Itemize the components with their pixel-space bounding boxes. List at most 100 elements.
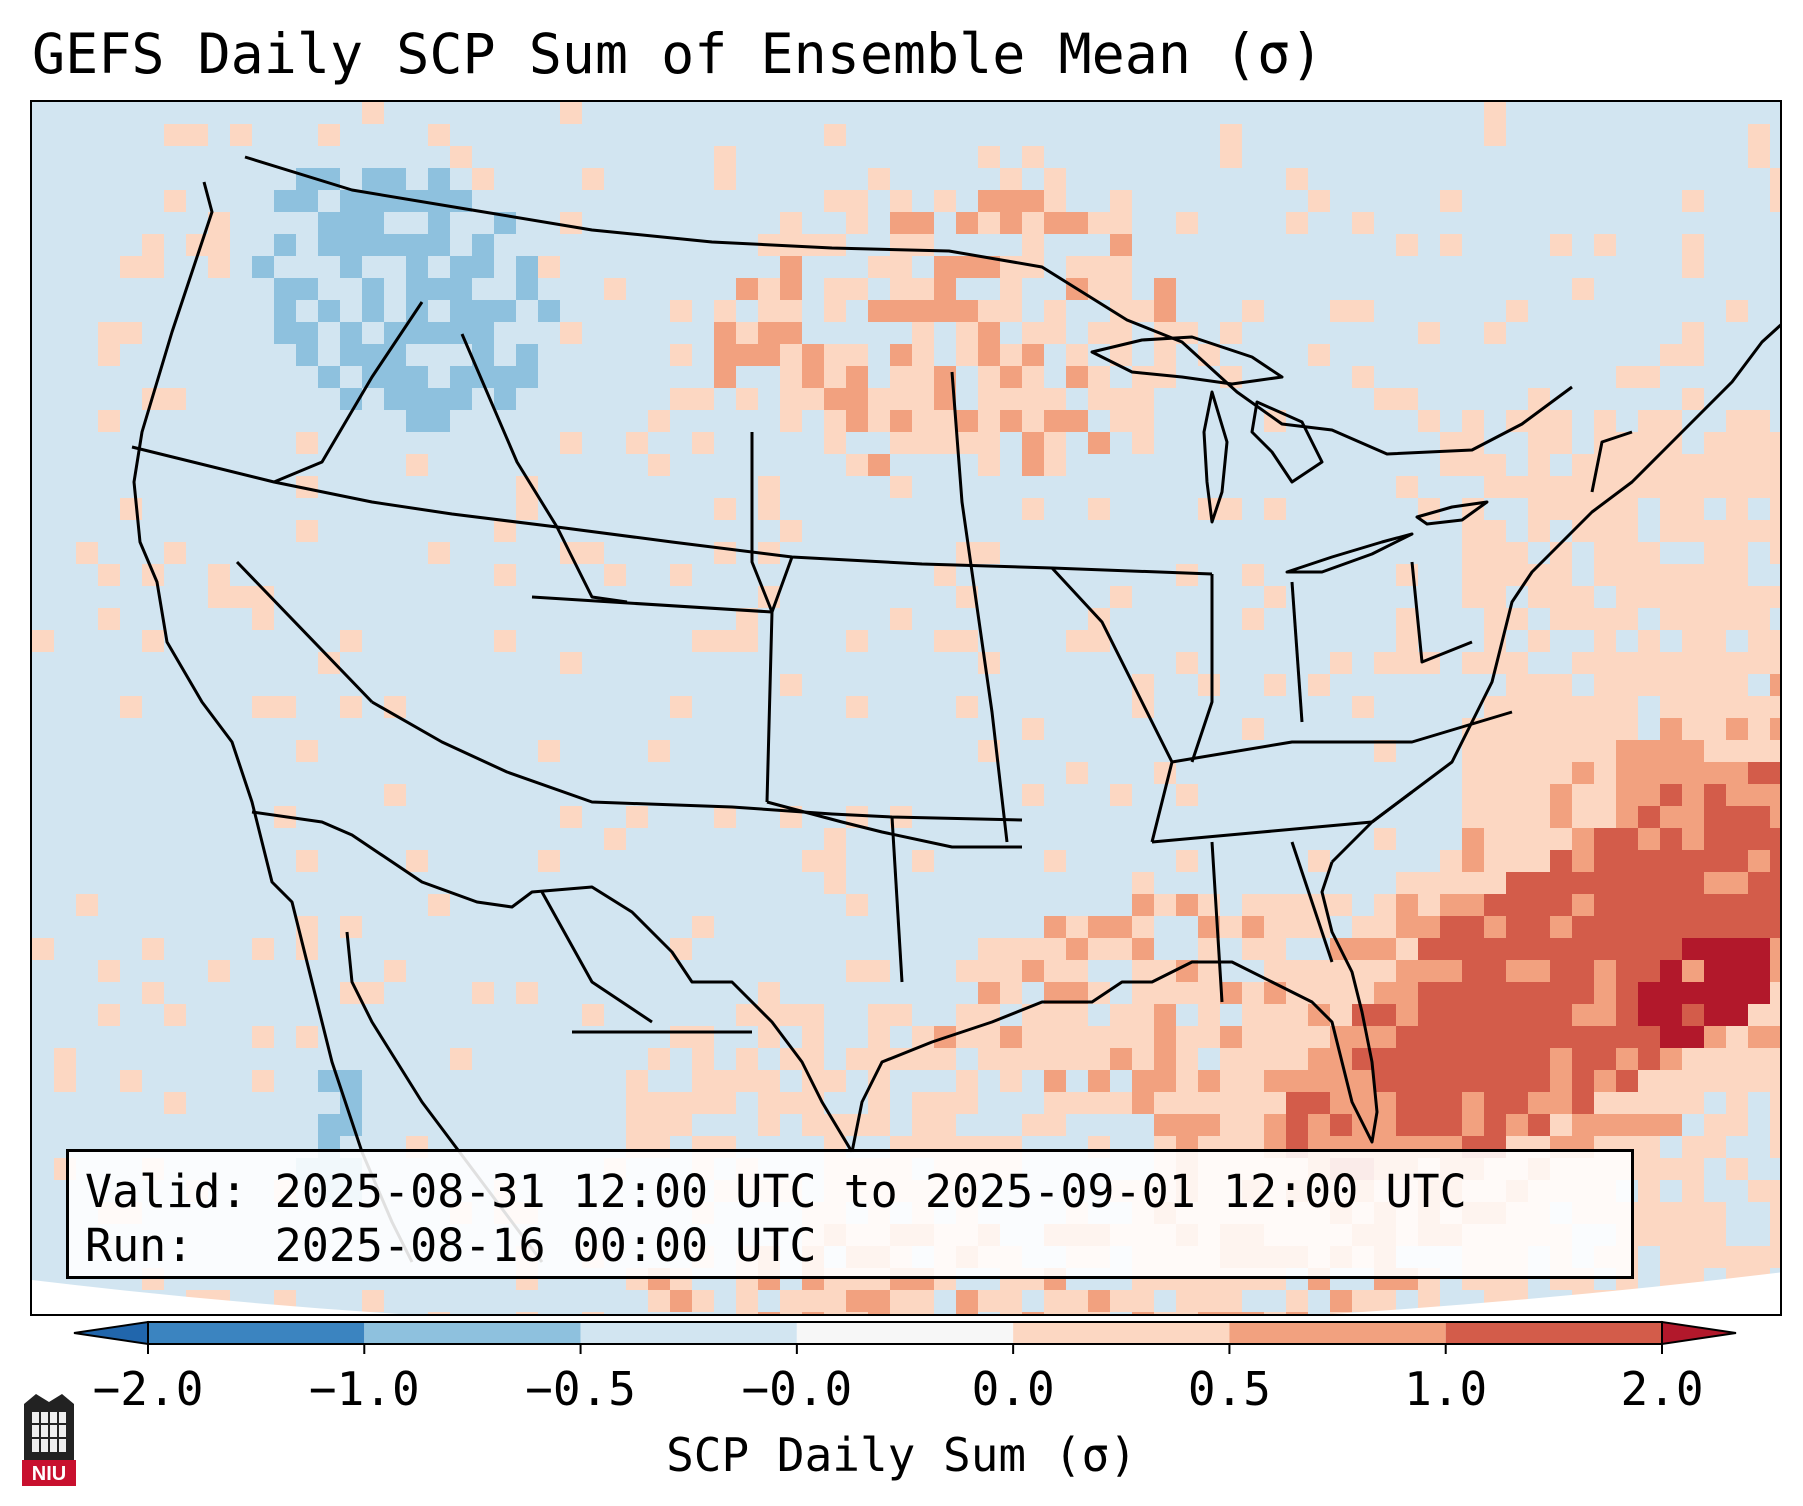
scp-cell (846, 454, 868, 476)
scp-cell (1528, 388, 1550, 410)
scp-cell (1462, 806, 1484, 828)
scp-cell (1022, 410, 1044, 432)
scp-cell (670, 1092, 692, 1114)
scp-cell (340, 1092, 362, 1114)
scp-cell (362, 168, 384, 190)
scp-cell (1660, 960, 1682, 982)
scp-cell (1550, 1026, 1572, 1048)
scp-cell (1198, 1004, 1220, 1026)
scp-cell (1594, 652, 1616, 674)
scp-cell (1682, 190, 1704, 212)
scp-cell (1682, 1070, 1704, 1092)
scp-cell (1660, 586, 1682, 608)
scp-field-layer (32, 102, 1780, 1314)
scp-cell (274, 234, 296, 256)
scp-cell (1616, 564, 1638, 586)
scp-cell (1242, 1092, 1264, 1114)
scp-cell (1550, 476, 1572, 498)
scp-cell (1616, 916, 1638, 938)
scp-cell (1572, 762, 1594, 784)
scp-cell (1220, 1070, 1242, 1092)
scp-cell (98, 608, 120, 630)
scp-cell (846, 278, 868, 300)
scp-cell (1616, 696, 1638, 718)
scp-cell (1242, 1004, 1264, 1026)
scp-cell (1660, 1070, 1682, 1092)
scp-cell (1770, 652, 1780, 674)
scp-cell (736, 630, 758, 652)
scp-cell (736, 1070, 758, 1092)
scp-cell (1396, 894, 1418, 916)
scp-cell (1770, 894, 1780, 916)
scp-cell (1286, 1026, 1308, 1048)
scp-cell (1220, 982, 1242, 1004)
scp-cell (32, 938, 54, 960)
scp-cell (802, 1004, 824, 1026)
scp-cell (1638, 872, 1660, 894)
scp-cell (1242, 1026, 1264, 1048)
scp-cell (802, 850, 824, 872)
scp-cell (978, 344, 1000, 366)
scp-cell (978, 146, 1000, 168)
scp-cell (1044, 1004, 1066, 1026)
scp-cell (1638, 1026, 1660, 1048)
scp-cell (780, 300, 802, 322)
scp-cell (1308, 960, 1330, 982)
scp-cell (934, 1114, 956, 1136)
scp-cell (934, 388, 956, 410)
scp-cell (912, 1048, 934, 1070)
scp-cell (1638, 960, 1660, 982)
scp-cell (1770, 520, 1780, 542)
scp-cell (1572, 1048, 1594, 1070)
scp-cell (1638, 784, 1660, 806)
scp-cell (1704, 1224, 1726, 1246)
scp-cell (428, 190, 450, 212)
scp-cell (1110, 1026, 1132, 1048)
scp-cell (32, 630, 54, 652)
scp-cell (1330, 982, 1352, 1004)
scp-cell (1550, 1070, 1572, 1092)
scp-cell (98, 564, 120, 586)
scp-cell (1660, 740, 1682, 762)
scp-cell (1704, 1114, 1726, 1136)
scp-cell (890, 234, 912, 256)
scp-cell (296, 190, 318, 212)
scp-cell (1110, 1048, 1132, 1070)
scp-cell (1132, 1004, 1154, 1026)
scp-cell (1418, 982, 1440, 1004)
scp-cell (978, 190, 1000, 212)
scp-cell (1132, 960, 1154, 982)
colorbar-bin (1445, 1322, 1662, 1344)
scp-cell (868, 960, 890, 982)
scp-cell (1418, 960, 1440, 982)
scp-cell (978, 454, 1000, 476)
scp-cell (846, 806, 868, 828)
colorbar-tick-label: −0.5 (525, 1362, 636, 1416)
scp-cell (1638, 806, 1660, 828)
scp-cell (1022, 366, 1044, 388)
scp-cell (340, 1070, 362, 1092)
scp-cell (780, 410, 802, 432)
scp-cell (1572, 1070, 1594, 1092)
scp-cell (1748, 696, 1770, 718)
scp-cell (1484, 982, 1506, 1004)
scp-cell (1726, 498, 1748, 520)
scp-cell (978, 256, 1000, 278)
scp-cell (1308, 1070, 1330, 1092)
scp-cell (1748, 806, 1770, 828)
scp-cell (692, 388, 714, 410)
scp-cell (1044, 432, 1066, 454)
scp-cell (1770, 784, 1780, 806)
scp-cell (1748, 586, 1770, 608)
scp-cell (1022, 190, 1044, 212)
scp-cell (1682, 1048, 1704, 1070)
scp-cell (1484, 938, 1506, 960)
scp-cell (1000, 410, 1022, 432)
scp-cell (1704, 806, 1726, 828)
scp-cell (1770, 630, 1780, 652)
scp-cell (626, 432, 648, 454)
scp-cell (1594, 762, 1616, 784)
scp-cell (934, 564, 956, 586)
scp-cell (1044, 1290, 1066, 1312)
scp-cell (1594, 696, 1616, 718)
